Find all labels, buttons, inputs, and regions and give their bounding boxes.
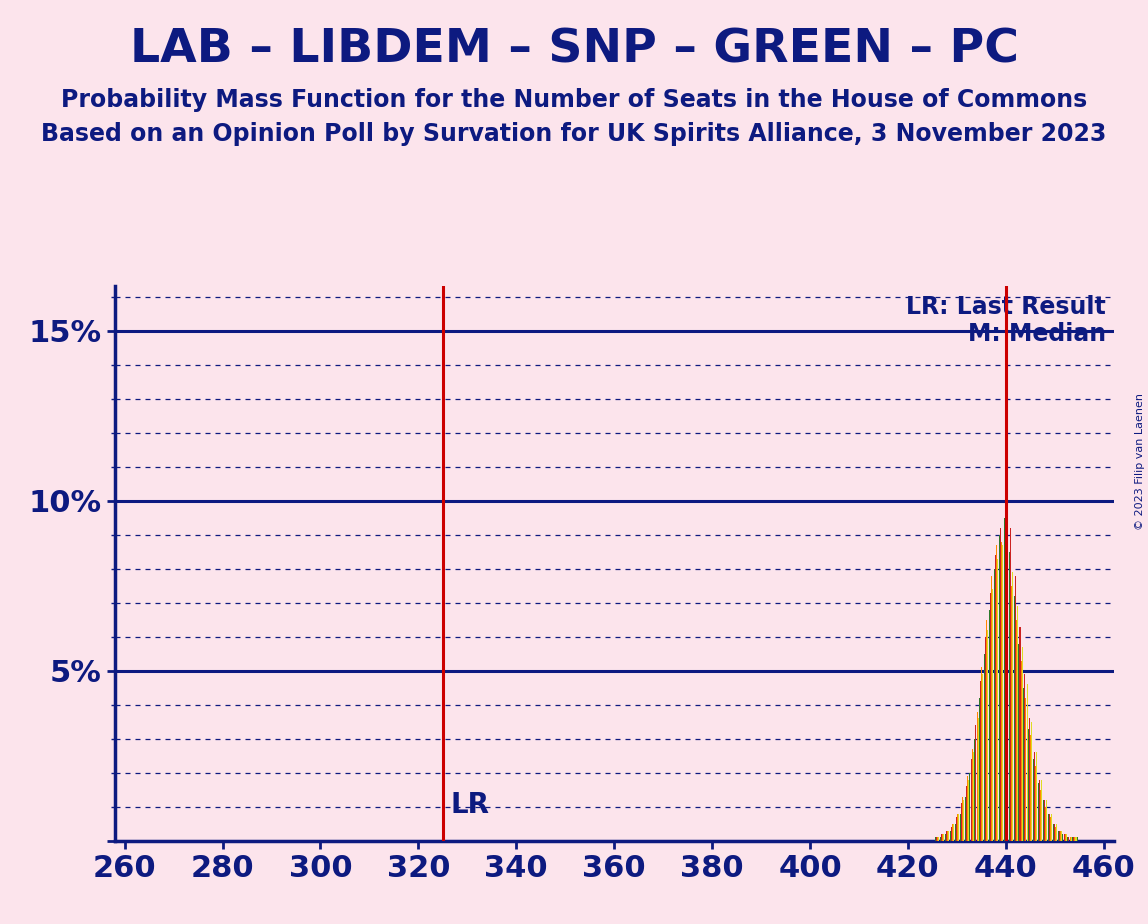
- Text: LR: LR: [450, 791, 489, 819]
- Text: M: Median: M: Median: [968, 322, 1107, 346]
- Text: LAB – LIBDEM – SNP – GREEN – PC: LAB – LIBDEM – SNP – GREEN – PC: [130, 28, 1018, 73]
- Text: Probability Mass Function for the Number of Seats in the House of Commons: Probability Mass Function for the Number…: [61, 88, 1087, 112]
- Text: Based on an Opinion Poll by Survation for UK Spirits Alliance, 3 November 2023: Based on an Opinion Poll by Survation fo…: [41, 122, 1107, 146]
- Text: © 2023 Filip van Laenen: © 2023 Filip van Laenen: [1135, 394, 1145, 530]
- Text: LR: Last Result: LR: Last Result: [907, 295, 1107, 319]
